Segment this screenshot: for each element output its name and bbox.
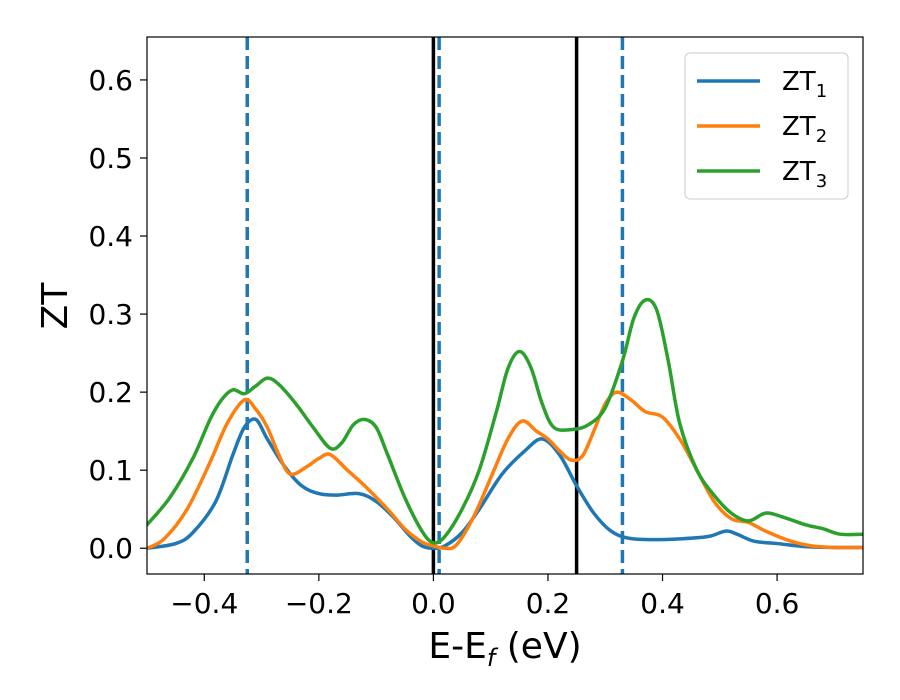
series-lines xyxy=(147,297,863,551)
x-axis-title: E-Ef (eV) xyxy=(428,626,581,672)
y-tick-label: 0.3 xyxy=(88,298,133,331)
x-axis-title-main: E-E xyxy=(428,626,486,667)
y-tick-label: 0.2 xyxy=(88,376,133,409)
plot-frame xyxy=(146,36,864,575)
y-tick-label: 0.6 xyxy=(88,64,133,97)
y-tick-label: 0.0 xyxy=(88,532,133,565)
legend-entries: ZT1 ZT2 ZT3 xyxy=(697,67,827,192)
x-axis-title-unit: (eV) xyxy=(495,626,581,667)
y-tick-label: 0.4 xyxy=(88,220,133,253)
series-line-zt3 xyxy=(147,297,863,545)
x-tick-label: 0.4 xyxy=(640,587,685,620)
y-axis-title: ZT xyxy=(35,282,76,330)
x-tick-label: −0.2 xyxy=(285,587,353,620)
y-tick-label: 0.5 xyxy=(88,142,133,175)
x-axis-ticks: −0.4 −0.2 0.0 0.2 0.4 0.6 xyxy=(170,574,799,620)
legend-box xyxy=(684,52,849,200)
x-tick-label: −0.4 xyxy=(170,587,238,620)
y-axis-ticks: 0.0 0.1 0.2 0.3 0.4 0.5 0.6 xyxy=(88,64,147,565)
legend-label-zt3: ZT3 xyxy=(782,157,827,192)
x-tick-label: 0.0 xyxy=(411,587,456,620)
series-line-zt1 xyxy=(147,417,863,550)
legend: ZT1 ZT2 ZT3 xyxy=(684,52,849,200)
legend-label-zt1: ZT1 xyxy=(782,67,827,102)
y-tick-label: 0.1 xyxy=(88,454,133,487)
x-tick-label: 0.6 xyxy=(755,587,800,620)
x-tick-label: 0.2 xyxy=(526,587,571,620)
legend-label-zt2: ZT2 xyxy=(782,112,827,147)
